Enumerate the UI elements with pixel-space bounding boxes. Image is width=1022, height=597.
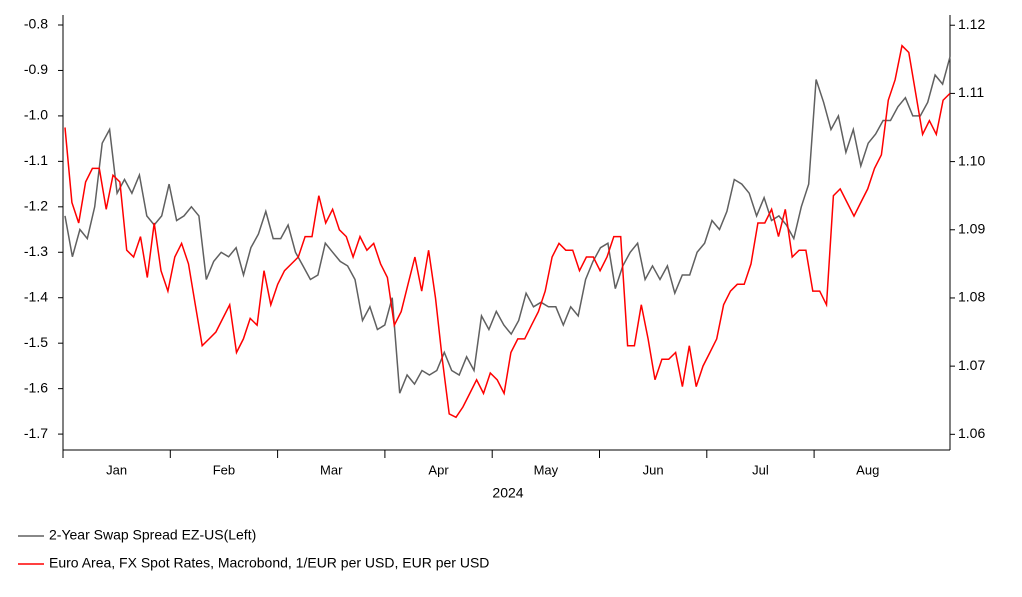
- series-line: [64, 56, 951, 394]
- y-tick-label: -1.0: [24, 107, 48, 123]
- y2-tick-label: 1.11: [958, 84, 984, 100]
- y2-tick-label: 1.10: [958, 152, 985, 168]
- y-tick-label: -1.6: [24, 379, 48, 395]
- y-tick-label: -1.1: [24, 152, 48, 168]
- x-axis-label: 2024: [492, 485, 523, 501]
- y2-tick-label: 1.06: [958, 425, 985, 441]
- y-tick-label: -0.9: [24, 61, 48, 77]
- x-tick-label: Aug: [856, 462, 879, 477]
- legend-label: Euro Area, FX Spot Rates, Macrobond, 1/E…: [49, 555, 489, 571]
- y-tick-label: -1.4: [24, 288, 48, 304]
- x-tick-label: Apr: [428, 462, 449, 477]
- x-tick-label: Jun: [643, 462, 664, 477]
- series-line: [64, 44, 951, 419]
- x-tick-label: Jan: [106, 462, 127, 477]
- y2-tick-label: 1.09: [958, 220, 985, 236]
- y2-tick-label: 1.12: [958, 16, 985, 32]
- x-tick-label: Mar: [320, 462, 343, 477]
- x-tick-label: May: [534, 462, 559, 477]
- y-tick-label: -0.8: [24, 16, 48, 32]
- y2-tick-label: 1.07: [958, 357, 985, 373]
- legend-label: 2-Year Swap Spread EZ-US(Left): [49, 527, 256, 543]
- y-tick-label: -1.2: [24, 198, 48, 214]
- x-tick-label: Feb: [213, 462, 235, 477]
- y-tick-label: -1.3: [24, 243, 48, 259]
- y-tick-label: -1.7: [24, 425, 48, 441]
- x-tick-label: Jul: [752, 462, 769, 477]
- y2-tick-label: 1.08: [958, 289, 985, 305]
- y-tick-label: -1.5: [24, 334, 48, 350]
